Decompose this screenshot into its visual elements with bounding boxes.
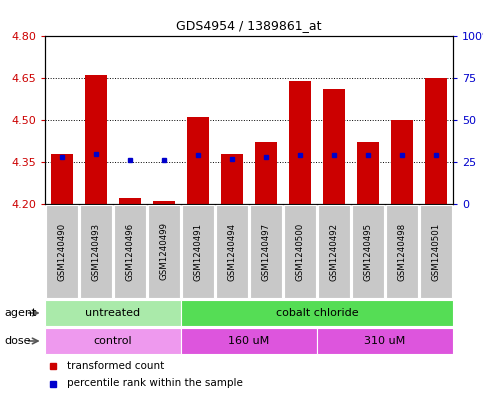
Text: transformed count: transformed count [68,361,165,371]
Bar [323,89,345,204]
Bar [114,205,146,298]
Bar [182,205,214,298]
Bar [352,205,384,298]
Text: GSM1240497: GSM1240497 [261,222,270,281]
Bar [148,205,180,298]
Bar [181,328,317,354]
Text: 160 uM: 160 uM [228,336,270,346]
Bar [181,300,453,326]
Bar [357,142,379,204]
Bar [85,75,107,204]
Bar [119,198,141,204]
Bar [289,81,311,204]
Bar [317,328,453,354]
Text: GSM1240498: GSM1240498 [398,222,407,281]
Text: control: control [94,336,132,346]
Bar [420,205,452,298]
Text: 310 uM: 310 uM [364,336,406,346]
Bar [80,205,113,298]
Bar [255,142,277,204]
Text: GSM1240492: GSM1240492 [329,222,339,281]
Bar [153,201,175,204]
Text: GSM1240495: GSM1240495 [364,222,372,281]
Bar [391,120,413,204]
Text: GSM1240499: GSM1240499 [159,222,169,281]
Text: GSM1240490: GSM1240490 [57,222,67,281]
Bar [221,154,243,204]
Text: cobalt chloride: cobalt chloride [276,308,358,318]
Title: GDS4954 / 1389861_at: GDS4954 / 1389861_at [176,19,322,32]
Text: GSM1240493: GSM1240493 [91,222,100,281]
Text: GSM1240494: GSM1240494 [227,222,237,281]
Bar [318,205,350,298]
Bar [250,205,283,298]
Bar [51,154,73,204]
Text: GSM1240500: GSM1240500 [296,222,304,281]
Bar [425,78,447,204]
Bar [45,328,181,354]
Text: agent: agent [5,308,37,318]
Bar [216,205,248,298]
Bar [45,300,181,326]
Bar [284,205,316,298]
Text: untreated: untreated [85,308,141,318]
Text: dose: dose [5,336,31,346]
Text: GSM1240501: GSM1240501 [431,222,440,281]
Bar [187,117,209,204]
Text: GSM1240496: GSM1240496 [126,222,134,281]
Bar [386,205,418,298]
Bar [46,205,78,298]
Text: percentile rank within the sample: percentile rank within the sample [68,378,243,389]
Text: GSM1240491: GSM1240491 [194,222,202,281]
